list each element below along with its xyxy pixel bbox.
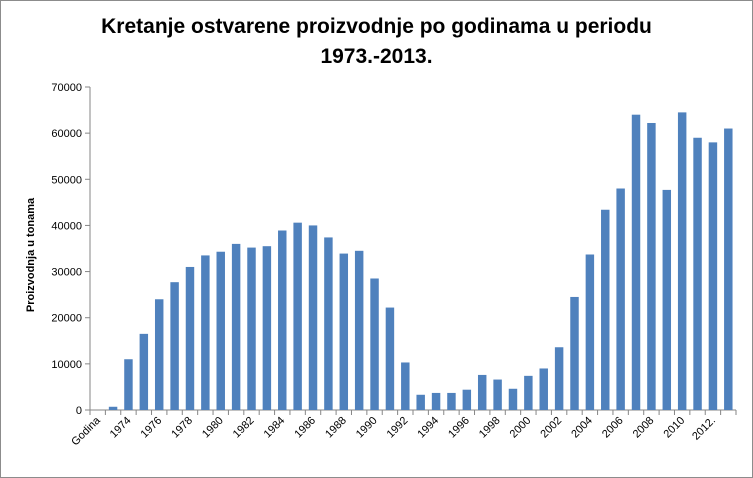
bar bbox=[308, 225, 318, 410]
bar bbox=[354, 250, 364, 410]
y-axis-ticks: 0 10000 20000 30000 40000 50000 60000 70000 bbox=[51, 82, 90, 417]
chart-title-line-1: Kretanje ostvarene proizvodnje po godina… bbox=[101, 15, 652, 38]
bar bbox=[462, 389, 472, 410]
x-tick-label: 1996 bbox=[446, 415, 472, 441]
bar bbox=[708, 142, 718, 410]
y-tick-label: 50000 bbox=[51, 174, 82, 186]
bar bbox=[447, 392, 456, 410]
y-tick-label: 60000 bbox=[51, 128, 82, 140]
bar bbox=[293, 222, 302, 410]
bar bbox=[616, 188, 625, 410]
bar bbox=[185, 266, 195, 410]
x-axis-ticks: Godina 1974 1976 1978 1980 1982 1984 1986 1988 19… bbox=[69, 410, 737, 448]
x-tick-label: 1988 bbox=[323, 415, 349, 441]
bar bbox=[493, 379, 502, 410]
chart-title-line-2: 1973.-2013. bbox=[320, 45, 433, 68]
y-tick-label: 20000 bbox=[51, 313, 82, 325]
bar bbox=[570, 296, 579, 410]
y-tick-label: 10000 bbox=[51, 359, 82, 371]
x-tick-label: 1990 bbox=[354, 415, 380, 441]
bar bbox=[247, 247, 256, 410]
chart-title: Kretanje ostvarene proizvodnje po godina… bbox=[0, 12, 753, 72]
bar bbox=[324, 237, 333, 410]
bar bbox=[693, 137, 702, 410]
bar bbox=[154, 299, 164, 410]
bar bbox=[231, 243, 241, 410]
bar bbox=[508, 388, 518, 410]
bar bbox=[554, 347, 564, 410]
bar bbox=[477, 374, 487, 410]
x-tick-label: 1980 bbox=[200, 415, 226, 441]
y-tick-label: 70000 bbox=[51, 82, 82, 94]
bar bbox=[201, 255, 210, 410]
bar bbox=[539, 368, 548, 410]
bar bbox=[370, 278, 379, 410]
bar bbox=[677, 112, 687, 410]
x-tick-label: 1978 bbox=[169, 415, 195, 441]
x-tick-label: 1974 bbox=[108, 415, 134, 441]
x-tick-label: 1976 bbox=[139, 415, 165, 441]
bar bbox=[385, 307, 395, 410]
bar bbox=[431, 392, 441, 410]
bar bbox=[401, 362, 410, 410]
bar bbox=[339, 253, 349, 410]
bar bbox=[262, 246, 272, 410]
bar bbox=[416, 394, 425, 410]
x-tick-label: 2006 bbox=[600, 415, 626, 441]
y-tick-label: 40000 bbox=[51, 220, 82, 232]
x-tick-label: 2004 bbox=[569, 415, 595, 441]
x-tick-label: 2002 bbox=[538, 415, 564, 441]
bar bbox=[662, 189, 672, 410]
x-tick-label: 1992 bbox=[385, 415, 411, 441]
x-tick-label: 2000 bbox=[508, 415, 534, 441]
x-tick-label: 1982 bbox=[231, 415, 257, 441]
x-tick-label: 1986 bbox=[292, 415, 318, 441]
bar bbox=[724, 128, 733, 410]
x-tick-label: 1998 bbox=[477, 415, 503, 441]
x-tick-label: 2008 bbox=[631, 415, 657, 441]
bar bbox=[524, 375, 533, 410]
x-tick-label: 1994 bbox=[415, 415, 441, 441]
bar bbox=[601, 209, 610, 410]
bar bbox=[216, 251, 225, 410]
bar bbox=[108, 406, 118, 410]
bar bbox=[631, 114, 641, 410]
x-tick-label: 2012. bbox=[690, 415, 718, 443]
bar bbox=[139, 333, 149, 410]
y-tick-label: 30000 bbox=[51, 267, 82, 279]
bar bbox=[585, 254, 595, 410]
x-tick-label: 2010 bbox=[661, 415, 687, 441]
x-tick-label: 1984 bbox=[262, 415, 288, 441]
bar bbox=[647, 122, 656, 411]
y-tick-label: 0 bbox=[76, 405, 82, 417]
bar bbox=[278, 230, 287, 410]
bar-series bbox=[108, 112, 733, 411]
bar bbox=[124, 359, 133, 410]
x-tick-label: Godina bbox=[69, 414, 103, 448]
y-axis-title: Proizvodnja u tonama bbox=[25, 197, 37, 312]
bar bbox=[170, 282, 179, 410]
